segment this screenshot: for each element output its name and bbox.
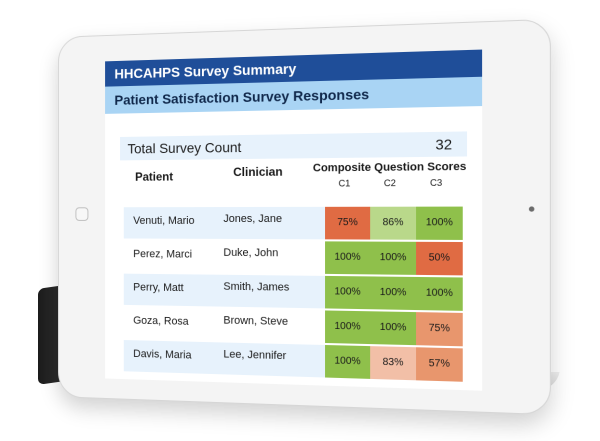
patient-name: Perry, Matt (133, 282, 183, 295)
name-cell: Venuti, Mario Jones, Jane (124, 207, 325, 240)
name-cell: Perez, Marci Duke, John (124, 240, 325, 273)
total-survey-count-value: 32 (435, 132, 452, 157)
score-c3: 75% (416, 312, 463, 346)
score-c1: 75% (325, 207, 370, 240)
table-row: Venuti, Mario Jones, Jane 75% 86% 100% (124, 207, 469, 243)
total-survey-count-label: Total Survey Count (128, 139, 242, 156)
score-c3: 100% (416, 277, 463, 311)
score-c1: 100% (325, 345, 370, 379)
c3-column-header: C3 (416, 177, 456, 188)
score-c3: 50% (416, 242, 463, 276)
home-button[interactable] (75, 207, 88, 221)
patient-name: Goza, Rosa (133, 315, 188, 328)
camera-icon (529, 206, 534, 211)
table-row: Perez, Marci Duke, John 100% 100% 50% (124, 240, 469, 277)
tablet-device: HHCAHPS Survey Summary Patient Satisfact… (58, 19, 551, 415)
name-cell: Davis, Maria Lee, Jennifer (124, 340, 325, 377)
c2-column-header: C2 (370, 178, 410, 189)
clinician-column-header: Clinician (233, 165, 283, 179)
patient-column-header: Patient (135, 170, 173, 184)
screen: HHCAHPS Survey Summary Patient Satisfact… (105, 50, 482, 391)
score-c1: 100% (325, 241, 370, 274)
name-cell: Perry, Matt Smith, James (124, 274, 325, 309)
score-c1: 100% (325, 310, 370, 344)
name-cell: Goza, Rosa Brown, Steve (124, 307, 325, 343)
score-c2: 100% (370, 311, 416, 345)
patient-name: Venuti, Mario (133, 215, 194, 227)
score-c2: 83% (370, 346, 416, 380)
clinician-name: Duke, John (223, 247, 278, 259)
table-row: Davis, Maria Lee, Jennifer 100% 83% 57% (124, 340, 469, 384)
composite-scores-header: Composite Question Scores (313, 161, 466, 175)
score-c3: 57% (416, 347, 463, 382)
clinician-name: Brown, Steve (223, 315, 288, 328)
score-c3: 100% (416, 207, 463, 240)
c1-column-header: C1 (325, 178, 364, 188)
score-c2: 100% (370, 242, 416, 275)
scores-table: Venuti, Mario Jones, Jane 75% 86% 100% P… (124, 207, 469, 385)
total-survey-count-row: Total Survey Count 32 (120, 131, 467, 160)
patient-name: Davis, Maria (133, 348, 191, 361)
clinician-name: Jones, Jane (223, 213, 282, 225)
score-c2: 100% (370, 276, 416, 310)
clinician-name: Smith, James (223, 281, 289, 294)
score-c2: 86% (370, 207, 416, 240)
clinician-name: Lee, Jennifer (223, 348, 286, 362)
score-c1: 100% (325, 276, 370, 309)
patient-name: Perez, Marci (133, 248, 192, 260)
